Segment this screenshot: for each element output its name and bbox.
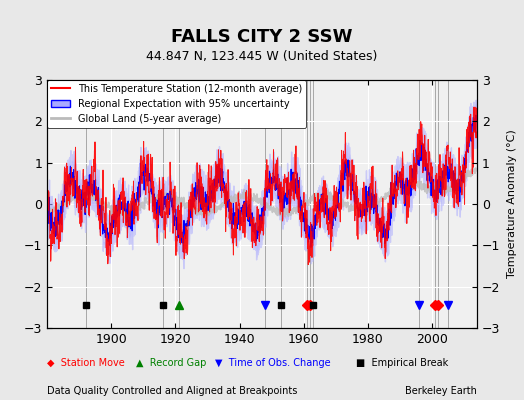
Text: ▼  Time of Obs. Change: ▼ Time of Obs. Change	[215, 358, 331, 368]
Legend: This Temperature Station (12-month average), Regional Expectation with 95% uncer: This Temperature Station (12-month avera…	[47, 80, 307, 128]
Text: ■  Empirical Break: ■ Empirical Break	[356, 358, 449, 368]
Text: Data Quality Controlled and Aligned at Breakpoints: Data Quality Controlled and Aligned at B…	[47, 386, 298, 396]
Text: 44.847 N, 123.445 W (United States): 44.847 N, 123.445 W (United States)	[146, 50, 378, 63]
Y-axis label: Temperature Anomaly (°C): Temperature Anomaly (°C)	[507, 130, 517, 278]
Text: ▲  Record Gap: ▲ Record Gap	[136, 358, 206, 368]
Text: Berkeley Earth: Berkeley Earth	[405, 386, 477, 396]
Text: ◆  Station Move: ◆ Station Move	[47, 358, 125, 368]
Text: FALLS CITY 2 SSW: FALLS CITY 2 SSW	[171, 28, 353, 46]
